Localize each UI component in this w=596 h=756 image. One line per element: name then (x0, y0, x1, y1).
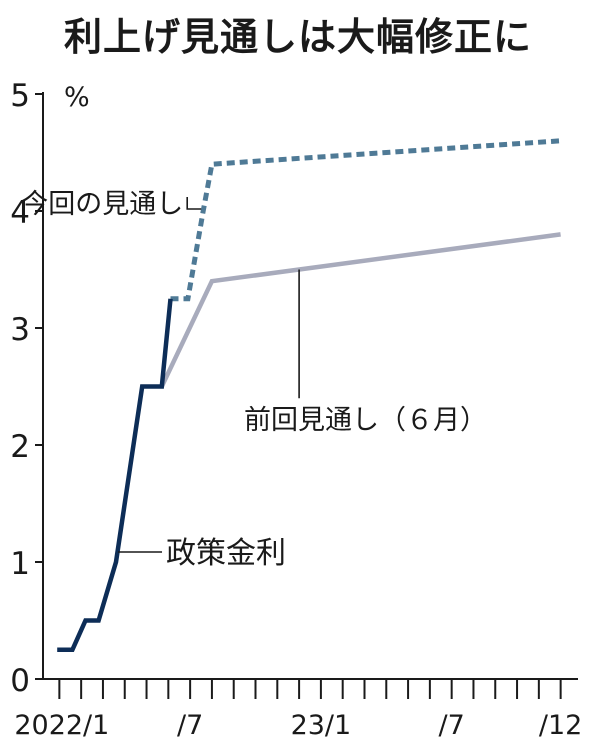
y-axis: 0 1 2 3 4 5% (10, 78, 89, 699)
chart-title: 利上げ見通しは大幅修正に (63, 15, 532, 59)
series-line-2 (159, 232, 561, 388)
x-tick-label: /12 (539, 710, 582, 741)
annotation-label: 政策金利 (166, 536, 286, 571)
y-tick-label: 2 (10, 429, 30, 465)
annotation-label: 前回見通し（６月） (244, 405, 487, 436)
annotation-label: 今回の見通し (21, 189, 183, 220)
y-unit-label: % (64, 82, 90, 113)
x-tick-label: 2022/1 (14, 710, 109, 741)
y-tick-label: 1 (10, 546, 30, 582)
x-tick-label: 23/1 (291, 710, 352, 741)
y-tick-label: 5 (10, 78, 30, 114)
y-tick-label: 3 (10, 312, 30, 348)
series-line-0 (57, 298, 173, 653)
x-tick-label: /7 (177, 710, 203, 741)
series-layer (57, 138, 561, 653)
series-line-1 (170, 138, 561, 302)
x-axis: 2022/1/7 23/1/7/12 (14, 678, 582, 741)
x-tick-label: /7 (439, 710, 465, 741)
y-tick-label: 0 (10, 663, 30, 699)
leader-line (186, 197, 202, 210)
y-tick-label: 4 (10, 195, 30, 231)
